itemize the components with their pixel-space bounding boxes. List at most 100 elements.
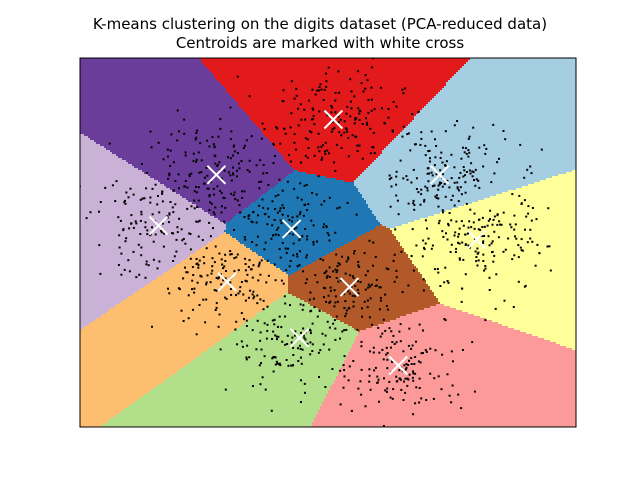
data-point bbox=[412, 345, 414, 347]
data-point bbox=[335, 92, 337, 94]
data-point bbox=[437, 272, 439, 274]
data-point bbox=[357, 388, 359, 390]
data-point bbox=[376, 376, 378, 378]
data-point bbox=[434, 156, 436, 158]
data-point bbox=[310, 220, 312, 222]
data-point bbox=[413, 209, 415, 211]
data-point bbox=[336, 277, 338, 279]
data-point bbox=[372, 242, 374, 244]
data-point bbox=[380, 286, 382, 288]
data-point bbox=[519, 144, 521, 146]
data-point bbox=[370, 297, 372, 299]
data-point bbox=[245, 269, 247, 271]
data-point bbox=[241, 197, 243, 199]
data-point bbox=[104, 187, 106, 189]
data-point bbox=[404, 87, 406, 89]
data-point bbox=[300, 379, 302, 381]
data-point bbox=[371, 87, 373, 89]
data-point bbox=[320, 83, 322, 85]
data-point bbox=[377, 327, 379, 329]
data-point bbox=[454, 124, 456, 126]
data-point bbox=[299, 345, 301, 347]
data-point bbox=[483, 144, 485, 146]
data-point bbox=[425, 154, 427, 156]
data-point bbox=[410, 348, 412, 350]
data-point bbox=[386, 388, 388, 390]
data-point bbox=[256, 222, 258, 224]
data-point bbox=[312, 343, 314, 345]
data-point bbox=[334, 328, 336, 330]
data-point bbox=[447, 239, 449, 241]
data-point bbox=[341, 331, 343, 333]
data-point bbox=[396, 341, 398, 343]
data-point bbox=[297, 360, 299, 362]
data-point bbox=[272, 331, 274, 333]
data-point bbox=[475, 251, 477, 253]
data-point bbox=[489, 277, 491, 279]
data-point bbox=[229, 174, 231, 176]
data-point bbox=[364, 301, 366, 303]
data-point bbox=[193, 153, 195, 155]
data-point bbox=[133, 251, 135, 253]
data-point bbox=[357, 264, 359, 266]
data-point bbox=[140, 254, 142, 256]
data-point bbox=[211, 203, 213, 205]
data-point bbox=[445, 196, 447, 198]
data-point bbox=[550, 270, 552, 272]
data-point bbox=[186, 187, 188, 189]
data-point bbox=[127, 259, 129, 261]
data-point bbox=[452, 360, 454, 362]
data-point bbox=[193, 200, 195, 202]
data-point bbox=[239, 286, 241, 288]
data-point bbox=[289, 304, 291, 306]
data-point bbox=[525, 216, 527, 218]
data-point bbox=[496, 214, 498, 216]
data-point bbox=[517, 244, 519, 246]
data-point bbox=[335, 295, 337, 297]
data-point bbox=[372, 265, 374, 267]
data-point bbox=[296, 95, 298, 97]
data-point bbox=[211, 265, 213, 267]
data-point bbox=[234, 192, 236, 194]
data-point bbox=[312, 118, 314, 120]
data-point bbox=[224, 254, 226, 256]
data-point bbox=[365, 274, 367, 276]
data-point bbox=[455, 248, 457, 250]
data-point bbox=[328, 295, 330, 297]
data-point bbox=[460, 172, 462, 174]
data-point bbox=[284, 344, 286, 346]
data-point bbox=[334, 319, 336, 321]
data-point bbox=[395, 184, 397, 186]
data-point bbox=[324, 150, 326, 152]
data-point bbox=[373, 369, 375, 371]
data-point bbox=[467, 149, 469, 151]
data-point bbox=[201, 159, 203, 161]
data-point bbox=[353, 252, 355, 254]
data-point bbox=[407, 364, 409, 366]
data-point bbox=[365, 74, 367, 76]
data-point bbox=[236, 175, 238, 177]
data-point bbox=[476, 248, 478, 250]
data-point bbox=[381, 333, 383, 335]
data-point bbox=[299, 264, 301, 266]
data-point bbox=[428, 173, 430, 175]
data-point bbox=[427, 180, 429, 182]
data-point bbox=[294, 98, 296, 100]
data-point bbox=[432, 245, 434, 247]
data-point bbox=[313, 224, 315, 226]
data-point bbox=[273, 323, 275, 325]
data-point bbox=[484, 226, 486, 228]
data-point bbox=[279, 143, 281, 145]
data-point bbox=[387, 352, 389, 354]
data-point bbox=[304, 204, 306, 206]
data-point bbox=[205, 283, 207, 285]
data-point bbox=[214, 206, 216, 208]
data-point bbox=[217, 164, 219, 166]
data-point bbox=[202, 239, 204, 241]
data-point bbox=[191, 288, 193, 290]
data-point bbox=[288, 154, 290, 156]
data-point bbox=[231, 180, 233, 182]
data-point bbox=[310, 332, 312, 334]
data-point bbox=[515, 238, 517, 240]
data-point bbox=[280, 257, 282, 259]
